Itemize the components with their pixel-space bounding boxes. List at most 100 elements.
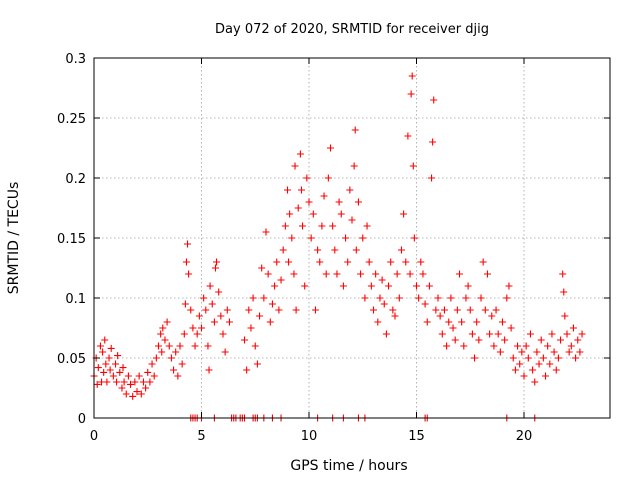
data-point	[367, 282, 375, 290]
data-point	[514, 342, 522, 350]
data-point	[468, 330, 476, 338]
data-point	[273, 258, 281, 266]
data-point	[524, 354, 532, 362]
data-point	[376, 294, 384, 302]
data-point	[279, 246, 287, 254]
data-point	[195, 312, 203, 320]
data-point	[320, 192, 328, 200]
data-point	[155, 342, 162, 350]
data-point	[365, 258, 373, 266]
data-point	[554, 354, 562, 362]
data-point	[410, 234, 418, 242]
chart-title: Day 072 of 2020, SRMTID for receiver dji…	[215, 22, 489, 37]
data-point	[445, 318, 453, 326]
data-point	[382, 330, 390, 338]
data-point	[419, 270, 427, 278]
data-point	[546, 360, 554, 368]
data-point	[440, 306, 448, 314]
data-point	[531, 378, 539, 386]
data-point	[436, 312, 444, 320]
data-point	[119, 364, 127, 372]
data-point	[284, 186, 291, 194]
data-point	[290, 270, 298, 278]
data-point	[429, 138, 437, 146]
data-point	[552, 366, 560, 374]
data-point	[260, 294, 268, 302]
data-point	[550, 348, 558, 356]
data-point	[499, 318, 506, 326]
data-point	[258, 264, 266, 272]
y-tick-label: 0.05	[57, 352, 86, 367]
y-tick-label: 0	[78, 412, 86, 427]
data-point	[370, 306, 377, 314]
data-point	[221, 348, 229, 356]
data-point	[423, 318, 431, 326]
data-point	[395, 294, 403, 302]
data-point	[243, 366, 251, 374]
data-point	[262, 228, 270, 236]
data-point	[120, 378, 128, 386]
data-point	[473, 318, 481, 326]
y-axis-label: SRMTID / TECUs	[6, 182, 22, 295]
data-point	[191, 342, 199, 350]
data-point	[288, 234, 296, 242]
data-point	[245, 306, 253, 314]
data-point	[105, 354, 113, 362]
data-point	[217, 312, 225, 320]
data-point	[415, 294, 423, 302]
data-point	[357, 270, 365, 278]
data-point	[453, 306, 461, 314]
data-point	[460, 342, 468, 350]
data-point	[501, 336, 509, 344]
data-point	[409, 162, 417, 170]
data-point	[348, 216, 356, 224]
data-point	[529, 366, 537, 374]
data-point	[299, 222, 307, 230]
data-point	[118, 384, 126, 392]
data-point	[438, 330, 446, 338]
data-point	[434, 294, 442, 302]
data-point	[505, 282, 513, 290]
data-point	[129, 392, 137, 400]
data-point	[206, 282, 214, 290]
data-point	[303, 174, 311, 182]
data-point	[159, 324, 167, 332]
data-point	[225, 318, 233, 326]
data-point	[449, 324, 457, 332]
data-point	[264, 270, 272, 278]
data-point	[372, 270, 380, 278]
data-point	[432, 306, 440, 314]
data-point	[324, 174, 332, 182]
data-point	[380, 300, 388, 308]
x-axis-label: GPS time / hours	[290, 458, 407, 474]
data-point	[142, 384, 150, 392]
data-point	[251, 342, 259, 350]
data-point	[391, 312, 399, 320]
data-point	[135, 372, 143, 380]
data-point	[483, 270, 491, 278]
x-tick-label: 15	[408, 429, 425, 444]
data-point	[314, 246, 322, 254]
data-point	[291, 162, 299, 170]
data-point	[204, 342, 212, 350]
data-point	[113, 378, 121, 386]
data-point	[447, 294, 455, 302]
data-point	[503, 294, 511, 302]
data-point	[451, 336, 459, 344]
x-tick-label: 5	[197, 429, 205, 444]
data-point	[363, 222, 371, 230]
x-tick-label: 20	[516, 429, 533, 444]
data-point	[346, 186, 354, 194]
data-point	[102, 360, 110, 368]
data-point	[488, 312, 496, 320]
data-point	[208, 300, 216, 308]
data-point	[93, 380, 101, 388]
data-point	[247, 324, 255, 332]
data-point	[100, 368, 108, 376]
x-tick-label: 10	[301, 429, 318, 444]
data-point	[481, 306, 489, 314]
data-point	[569, 324, 577, 332]
data-point	[563, 330, 571, 338]
data-point	[202, 306, 210, 314]
